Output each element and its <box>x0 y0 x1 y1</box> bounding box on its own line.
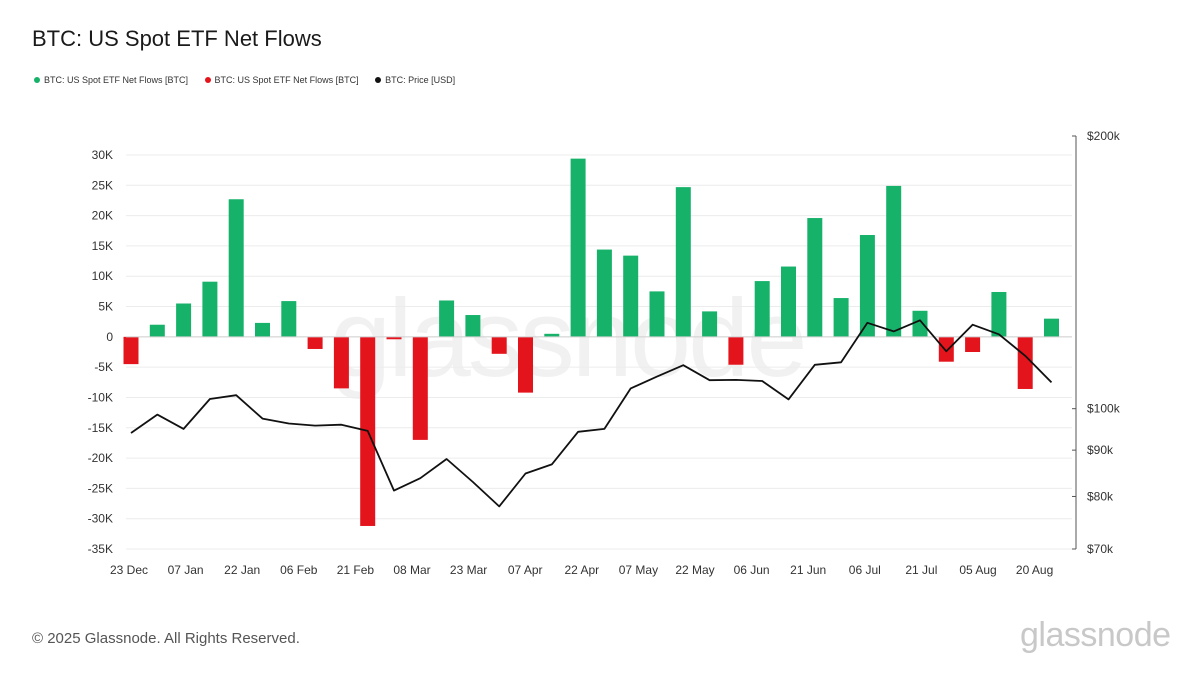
chart-title: BTC: US Spot ETF Net Flows <box>32 26 322 51</box>
x-tick-label: 05 Aug <box>959 563 996 577</box>
flow-bar <box>1044 318 1059 337</box>
price-line-group <box>130 319 1053 508</box>
flow-bar <box>333 336 349 389</box>
legend-item-flows-positive[interactable]: BTC: US Spot ETF Net Flows [BTC] <box>34 75 188 85</box>
legend-label-flows-positive: BTC: US Spot ETF Net Flows [BTC] <box>44 75 189 85</box>
flow-bar <box>728 336 744 365</box>
right-tick-label: $200k <box>1087 129 1121 143</box>
legend-item-flows-negative[interactable]: BTC: US Spot ETF Net Flows [BTC] <box>204 75 359 85</box>
x-tick-label: 23 Dec <box>110 563 148 577</box>
flow-bar <box>596 249 612 337</box>
x-tick-label: 21 Feb <box>337 563 375 577</box>
left-tick-label: -35K <box>88 542 113 556</box>
flow-bar <box>281 301 297 337</box>
left-tick-label: 20K <box>92 209 113 223</box>
price-line <box>130 319 1053 508</box>
right-tick-label: $90k <box>1087 443 1114 457</box>
copyright-footer: © 2025 Glassnode. All Rights Reserved. <box>32 630 300 647</box>
grid-lines <box>126 154 1072 550</box>
legend-dot-price-icon <box>375 77 382 83</box>
flow-bar <box>886 185 902 337</box>
flow-bar <box>649 291 665 337</box>
legend-label-price: BTC: Price [USD] <box>385 75 456 85</box>
flow-bar <box>833 298 849 337</box>
left-tick-label: -20K <box>88 451 113 465</box>
x-tick-label: 06 Feb <box>280 563 318 577</box>
left-tick-label: -10K <box>88 390 113 404</box>
x-axis-tick-labels: 23 Dec 07 Jan 22 Jan 06 Feb 21 Feb 08 Mar 23 M… <box>110 563 1053 577</box>
x-tick-label: 07 May <box>619 563 658 577</box>
flow-bar <box>859 235 875 337</box>
flow-bar <box>675 187 691 337</box>
flow-bar <box>518 336 533 393</box>
legend-dot-positive-icon <box>34 77 40 83</box>
flow-bar <box>439 300 455 337</box>
legend-dot-negative-icon <box>204 77 211 83</box>
x-tick-label: 06 Jul <box>849 563 881 577</box>
flow-bar <box>491 336 507 354</box>
flow-bar <box>938 336 954 362</box>
flow-bar <box>544 333 560 337</box>
flow-bar <box>781 266 796 337</box>
right-tick-label: $80k <box>1087 489 1114 503</box>
flow-bar <box>149 324 165 337</box>
flow-bar <box>702 311 718 337</box>
right-axis: $200k $100k $90k $80k $70k <box>1072 129 1121 556</box>
right-tick-label: $70k <box>1087 542 1114 556</box>
x-tick-label: 06 Jun <box>734 563 770 577</box>
left-tick-label: 0 <box>106 330 113 344</box>
flow-bar <box>912 310 928 337</box>
left-tick-label: -25K <box>88 481 113 495</box>
left-tick-label: 25K <box>92 178 113 192</box>
x-tick-label: 08 Mar <box>393 563 430 577</box>
left-tick-label: -15K <box>88 421 113 435</box>
flow-bar <box>623 255 639 337</box>
flow-bar <box>386 336 402 340</box>
flow-bar <box>412 336 428 440</box>
flow-bar <box>1017 336 1033 389</box>
flow-bar <box>228 199 244 337</box>
x-tick-label: 07 Jan <box>168 563 204 577</box>
flow-bar <box>965 336 981 352</box>
x-tick-label: 22 Apr <box>564 563 599 577</box>
x-tick-label: 21 Jun <box>790 563 826 577</box>
flow-bar <box>570 158 586 337</box>
left-tick-label: 5K <box>98 300 113 314</box>
x-tick-label: 22 May <box>675 563 714 577</box>
x-tick-label: 07 Apr <box>508 563 543 577</box>
flow-bar <box>465 315 481 337</box>
glassnode-logo[interactable]: glassnode <box>1020 616 1171 654</box>
left-tick-label: -5K <box>94 360 113 374</box>
right-tick-label: $100k <box>1087 402 1121 416</box>
x-tick-label: 21 Jul <box>905 563 937 577</box>
left-tick-label: 10K <box>92 269 113 283</box>
flow-bar <box>807 218 823 337</box>
left-axis-tick-labels: 30K 25K 20K 15K 10K 5K 0 -5K -10K -15K -20K -25K -30… <box>88 148 114 556</box>
left-tick-label: 30K <box>92 148 113 162</box>
legend: BTC: US Spot ETF Net Flows [BTC] BTC: US… <box>34 75 469 85</box>
left-tick-label: -30K <box>88 512 113 526</box>
flow-bar <box>255 322 270 337</box>
flow-bar <box>307 336 323 349</box>
flow-bar <box>202 281 218 337</box>
flow-bar <box>754 281 770 337</box>
flow-bar <box>991 291 1007 337</box>
x-tick-label: 22 Jan <box>224 563 260 577</box>
legend-item-price[interactable]: BTC: Price [USD] <box>375 75 455 85</box>
x-tick-label: 23 Mar <box>450 563 487 577</box>
flow-bar <box>176 303 192 337</box>
flow-bar <box>123 336 139 365</box>
x-tick-label: 20 Aug <box>1016 563 1053 577</box>
legend-label-flows-negative: BTC: US Spot ETF Net Flows [BTC] <box>214 75 359 85</box>
flow-bars <box>123 158 1059 526</box>
left-tick-label: 15K <box>92 239 113 253</box>
